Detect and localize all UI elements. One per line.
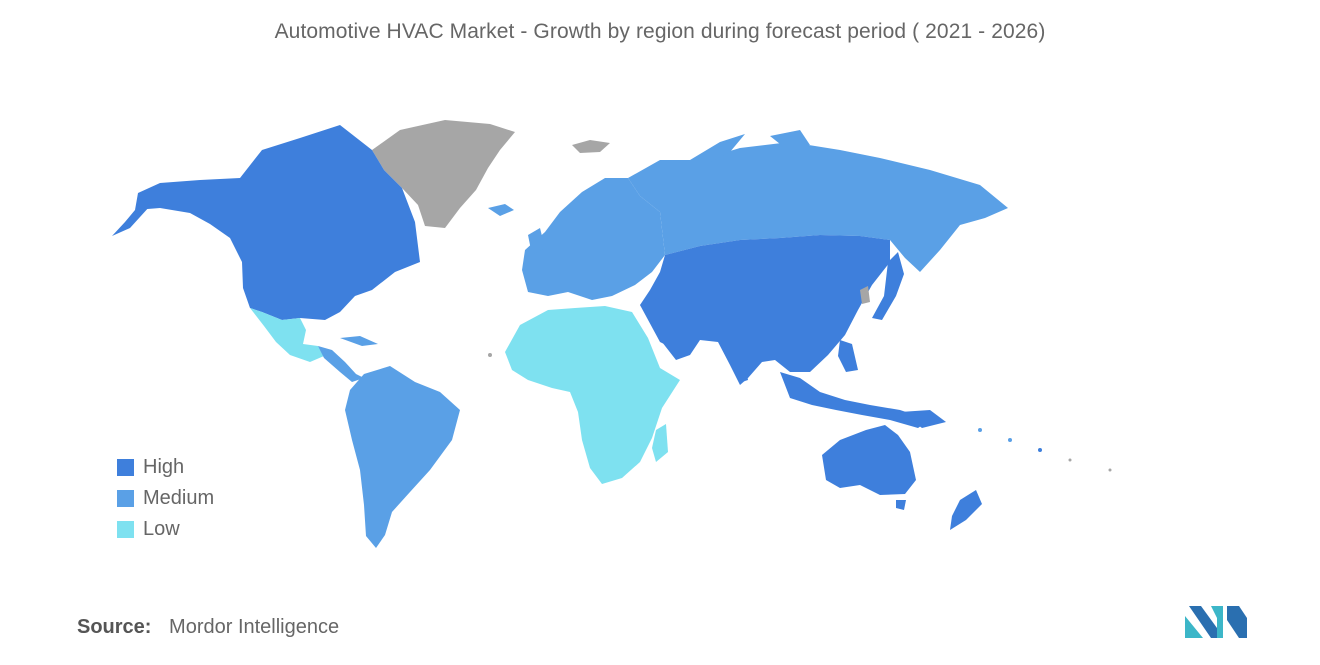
island-dot — [1038, 448, 1042, 452]
arabia-region — [640, 298, 692, 352]
south-america-region — [345, 366, 460, 548]
southeast-asia-region — [780, 372, 930, 428]
australia-region — [822, 425, 916, 495]
chart-title: Automotive HVAC Market - Growth by regio… — [274, 20, 1046, 43]
sri-lanka-region — [740, 370, 748, 382]
madagascar-region — [652, 424, 668, 462]
legend-item-high: High — [117, 452, 214, 483]
island-dot — [1008, 438, 1012, 442]
legend-swatch-medium — [117, 490, 134, 507]
mordor-intelligence-logo-icon — [1185, 606, 1247, 638]
island-dot — [978, 428, 982, 432]
legend-item-medium: Medium — [117, 483, 214, 514]
source-value: Mordor Intelligence — [169, 616, 340, 638]
africa-region — [505, 306, 680, 484]
philippines-region — [838, 340, 858, 372]
island-dot — [1068, 458, 1072, 462]
source-line: Source: Mordor Intelligence — [77, 616, 339, 639]
central-america-region — [318, 346, 364, 382]
legend-label-medium: Medium — [143, 487, 215, 509]
korea-region — [860, 286, 870, 304]
new-guinea-region — [900, 410, 946, 428]
caribbean-region — [340, 336, 378, 346]
svalbard-region — [572, 140, 610, 153]
legend: High Medium Low — [117, 452, 214, 545]
north-america-region — [135, 125, 420, 320]
aleutian-region — [112, 206, 150, 236]
europe-region — [522, 178, 665, 300]
iceland-region — [488, 204, 514, 216]
uk-ireland-region — [528, 228, 545, 255]
tasmania-region — [896, 500, 906, 510]
legend-swatch-low — [117, 521, 134, 538]
island-dot — [1108, 468, 1112, 472]
legend-item-low: Low — [117, 514, 214, 545]
island-dot — [488, 353, 492, 357]
legend-swatch-high — [117, 459, 134, 476]
greenland-region — [372, 120, 515, 228]
severnaya-region — [770, 130, 810, 148]
asia-high-region — [640, 235, 890, 385]
legend-label-low: Low — [143, 518, 180, 540]
mexico-region — [250, 308, 324, 362]
russia-region — [628, 142, 1008, 272]
source-key: Source: — [77, 616, 152, 638]
japan-region — [872, 252, 904, 320]
new-zealand-region — [950, 490, 982, 530]
legend-label-high: High — [143, 456, 185, 478]
novaya-zemlya-region — [690, 134, 745, 165]
